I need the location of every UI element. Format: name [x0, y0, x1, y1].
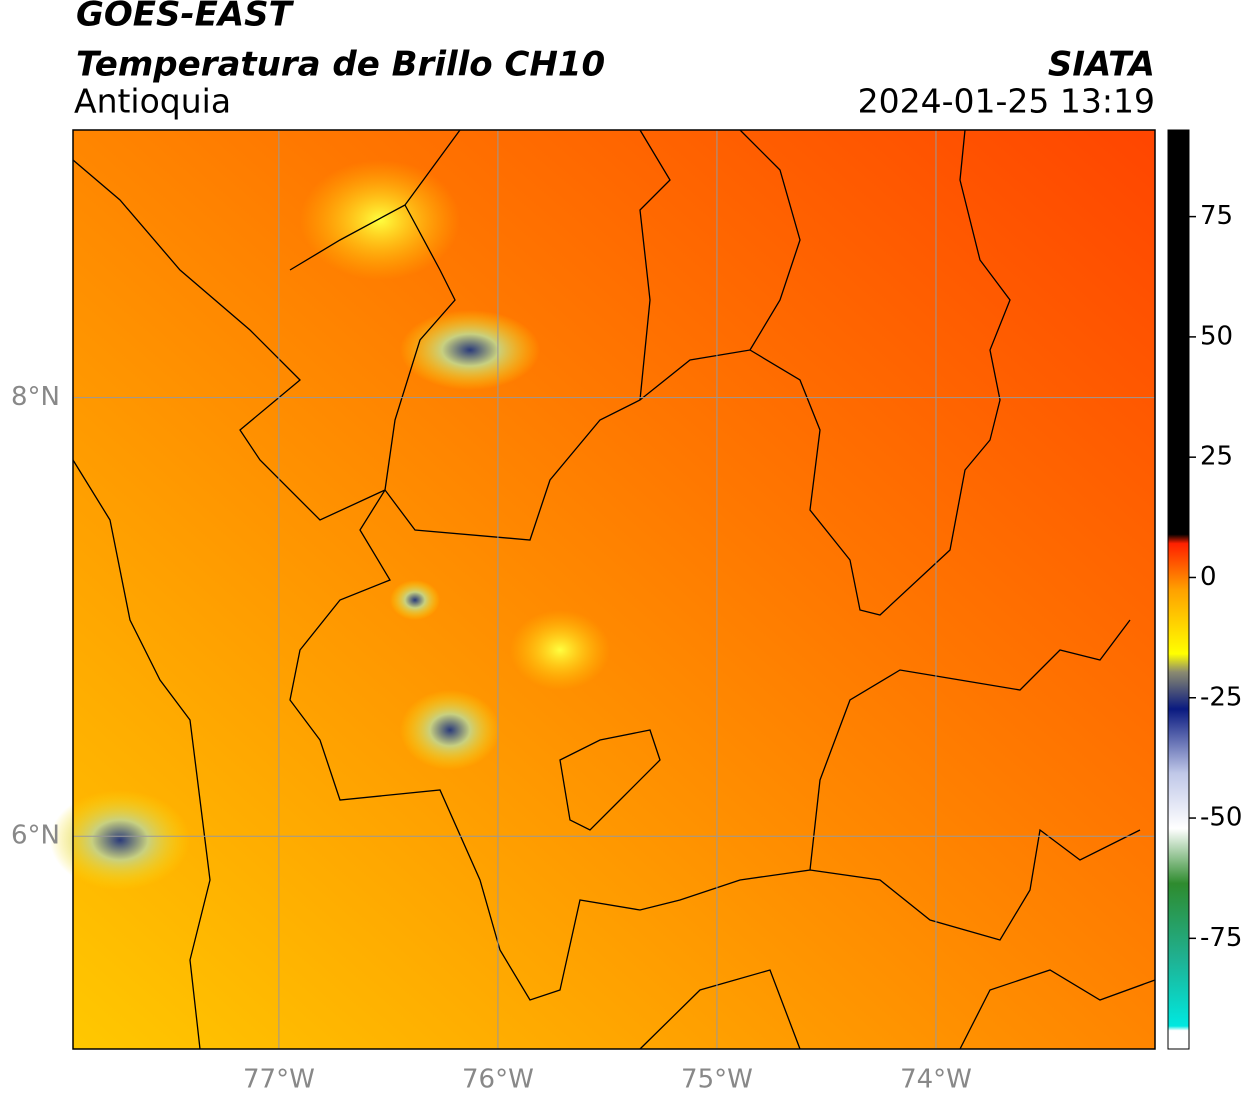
region: Antioquia: [74, 82, 231, 121]
colorbar: [1167, 129, 1190, 1050]
grid: [73, 130, 1155, 1049]
cold-cloud: [400, 690, 500, 770]
cold-cloud: [50, 790, 190, 890]
y-tick-label: 8°N: [11, 382, 60, 412]
warm-cloud: [300, 160, 460, 280]
x-tick-label: 74°W: [900, 1065, 972, 1095]
map-frame: [72, 129, 1156, 1050]
source: SIATA: [1048, 45, 1155, 85]
title: GOES-EAST: [76, 0, 295, 35]
borders: [72, 129, 1156, 1050]
colorbar-tick-label: 50: [1200, 321, 1233, 351]
colorbar-tick-label: 25: [1200, 442, 1233, 472]
colorbar-tick-label: -50: [1200, 803, 1242, 833]
cold-cloud: [390, 580, 440, 620]
y-tick-label: 6°N: [11, 821, 60, 851]
colorbar-tick-label: -25: [1200, 682, 1242, 712]
x-tick-label: 76°W: [462, 1065, 534, 1095]
timestamp: 2024-01-25 13:19: [858, 82, 1155, 121]
warm-cloud: [510, 610, 610, 690]
cold-cloud: [400, 310, 540, 390]
map-field: [50, 129, 1156, 1050]
subtitle: Temperatura de Brillo CH10: [76, 45, 605, 85]
colorbar-tick-label: 0: [1200, 562, 1217, 592]
x-tick-label: 77°W: [243, 1065, 315, 1095]
colorbar-tick-label: 75: [1200, 201, 1233, 231]
temperature-field: [73, 130, 1155, 1049]
x-tick-label: 75°W: [681, 1065, 753, 1095]
colorbar-tick-label: -75: [1200, 923, 1242, 953]
